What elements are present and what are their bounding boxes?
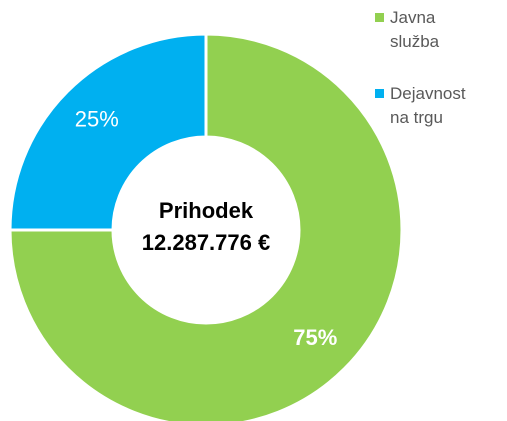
donut-segment bbox=[8, 32, 208, 232]
center-title: Prihodek bbox=[159, 198, 254, 223]
value-label: 75% bbox=[293, 325, 337, 350]
donut-segment bbox=[8, 32, 404, 421]
center-value: 12.287.776 € bbox=[142, 230, 270, 255]
legend-swatch bbox=[375, 13, 384, 22]
legend-item: Dejavnost na trgu bbox=[375, 82, 505, 130]
legend-item: Javna služba bbox=[375, 6, 505, 54]
legend-label: Dejavnost na trgu bbox=[390, 84, 466, 127]
legend-swatch bbox=[375, 89, 384, 98]
legend-label: Javna služba bbox=[390, 8, 440, 51]
value-label: 25% bbox=[75, 107, 119, 132]
